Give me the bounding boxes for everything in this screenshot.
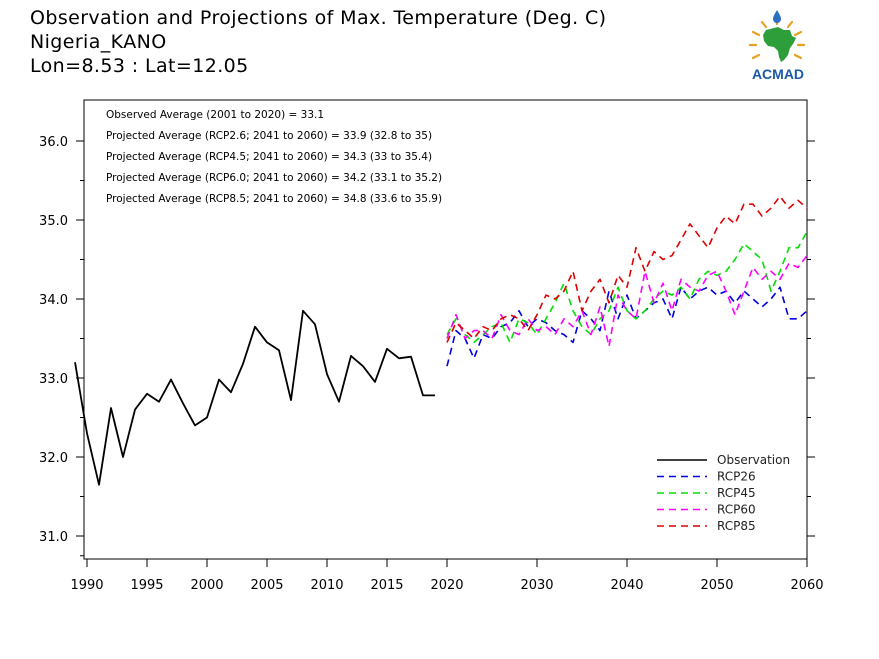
y-tick-label: 35.0 (39, 214, 68, 229)
legend-label-rcp85: RCP85 (717, 519, 756, 533)
series-line-rcp45 (446, 231, 808, 344)
series-layer (74, 195, 808, 486)
acmad-logo: ACMAD (738, 8, 818, 84)
svg-text:ACMAD: ACMAD (752, 66, 804, 82)
location-name: Nigeria_KANO (30, 31, 167, 53)
annotation-text: Projected Average (RCP6.0; 2041 to 2060)… (106, 172, 442, 184)
legend: Observation RCP26 RCP45 RCP60 RCP85 (657, 453, 790, 533)
location-coordinates: Lon=8.53 : Lat=12.05 (30, 55, 249, 77)
x-tick-label: 2020 (430, 578, 463, 593)
y-tick-label: 31.0 (39, 530, 68, 545)
x-tick-label: 2030 (520, 578, 553, 593)
series-line-rcp85 (446, 195, 808, 343)
plot-frame (83, 99, 808, 560)
legend-label-observation: Observation (717, 453, 790, 467)
x-tick-label: 2040 (610, 578, 643, 593)
legend-label-rcp45: RCP45 (717, 486, 756, 500)
series-line-rcp60 (446, 255, 808, 348)
y-tick-label: 36.0 (39, 135, 68, 150)
y-tick-label: 33.0 (39, 372, 68, 387)
y-tick-label: 34.0 (39, 293, 68, 308)
acmad-africa-logo-icon: ACMAD (748, 10, 806, 82)
x-tick-label: 2000 (190, 578, 223, 593)
x-tick-label: 2005 (250, 578, 283, 593)
annotation-text: Projected Average (RCP8.5; 2041 to 2060)… (106, 193, 442, 205)
series-line-observation (74, 309, 435, 486)
x-tick-label: 2060 (790, 578, 823, 593)
x-tick-label: 2015 (370, 578, 403, 593)
y-tick-label: 32.0 (39, 451, 68, 466)
series-line-rcp26 (446, 286, 808, 367)
annotation-text: Projected Average (RCP2.6; 2041 to 2060)… (106, 130, 432, 142)
chart-title: Observation and Projections of Max. Temp… (30, 7, 607, 29)
y-axis: 31.0 32.0 33.0 34.0 35.0 36.0 (39, 135, 815, 557)
legend-label-rcp60: RCP60 (717, 503, 756, 517)
x-tick-label: 2010 (310, 578, 343, 593)
x-tick-label: 1995 (130, 578, 163, 593)
title-block: Observation and Projections of Max. Temp… (30, 6, 606, 78)
x-tick-label: 1990 (70, 578, 103, 593)
x-axis: 1990 1995 2000 2005 2010 2015 2020 2030 2040 2050… (70, 559, 824, 593)
annotations: Observed Average (2001 to 2020) = 33.1 Pr… (106, 109, 442, 205)
annotation-text: Observed Average (2001 to 2020) = 33.1 (106, 109, 324, 121)
legend-label-rcp26: RCP26 (717, 470, 756, 484)
annotation-text: Projected Average (RCP4.5; 2041 to 2060)… (106, 151, 432, 163)
x-tick-label: 2050 (700, 578, 733, 593)
